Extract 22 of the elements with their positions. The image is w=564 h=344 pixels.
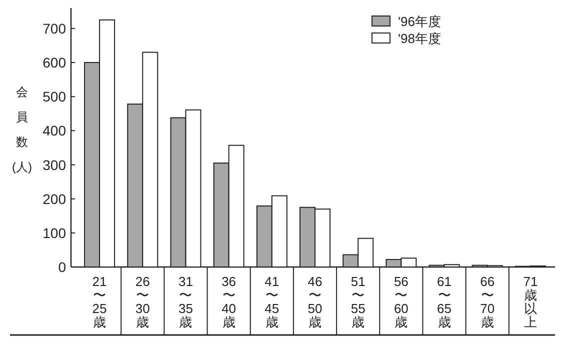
legend-label: '96年度	[398, 14, 441, 29]
x-tick-label: 21〜25歳	[92, 274, 107, 330]
x-tick-label: 41〜45歳	[264, 274, 280, 330]
y-tick-label: 400	[42, 122, 66, 139]
y-axis-title: 会員数(人)	[12, 85, 32, 174]
y-tick-label: 200	[42, 190, 66, 207]
y-tick-label: 500	[42, 88, 66, 105]
x-tick-label: 66〜70歳	[480, 274, 495, 330]
x-tick-label: 56〜60歳	[394, 274, 408, 330]
x-tick-label: 26〜30歳	[135, 274, 150, 330]
y-tick-label: 0	[58, 259, 66, 275]
y-tick-label: 100	[42, 224, 66, 241]
x-tick-label: 46〜50歳	[308, 274, 322, 330]
y-tick-label: 300	[42, 156, 66, 173]
x-tick-label: 31〜35歳	[178, 274, 193, 330]
x-tick-label: 36〜40歳	[222, 274, 236, 330]
y-tick-label: 600	[42, 54, 66, 71]
x-tick-label: 71歳以上	[523, 274, 538, 330]
x-tick-label: 61〜65歳	[437, 274, 452, 330]
legend-label: '98年度	[398, 31, 441, 46]
y-tick-label: 700	[42, 20, 66, 36]
x-tick-label: 51〜55歳	[350, 274, 366, 330]
